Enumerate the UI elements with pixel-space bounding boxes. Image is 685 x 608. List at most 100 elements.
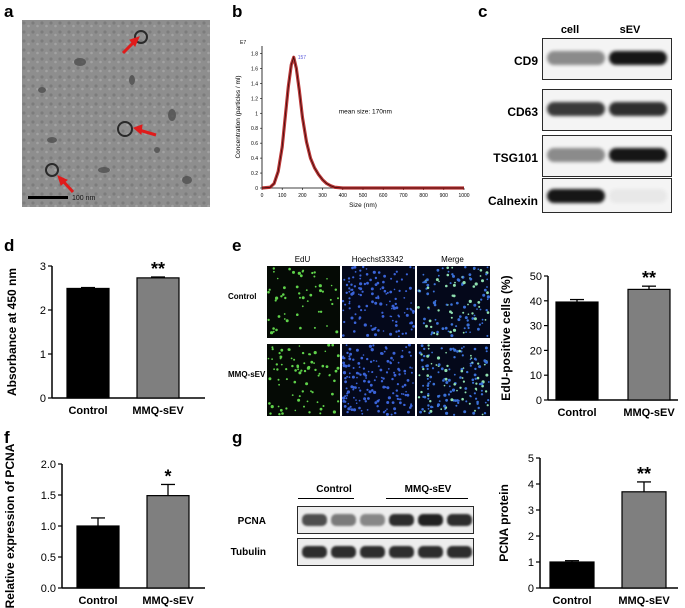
panel-label-c: c bbox=[478, 2, 488, 21]
cell-nucleus bbox=[468, 402, 471, 405]
cell-nucleus bbox=[282, 293, 285, 296]
cell-nucleus bbox=[446, 364, 449, 368]
cell-nucleus bbox=[473, 392, 476, 395]
significance-marker: ** bbox=[637, 464, 651, 484]
cell-nucleus bbox=[350, 316, 354, 320]
cell-nucleus bbox=[422, 322, 425, 325]
red-arrow-icon bbox=[133, 124, 157, 137]
cell-nucleus bbox=[321, 364, 325, 368]
cell-nucleus bbox=[476, 308, 478, 310]
cell-nucleus bbox=[450, 334, 454, 338]
cell-nucleus bbox=[445, 284, 448, 288]
cell-nucleus bbox=[403, 369, 407, 373]
cell-nucleus bbox=[357, 362, 361, 365]
cell-nucleus bbox=[301, 351, 305, 355]
cell-nucleus bbox=[318, 372, 321, 375]
cell-nucleus bbox=[347, 277, 351, 280]
fluorescence-cells bbox=[341, 343, 414, 416]
cell-nucleus bbox=[466, 370, 469, 374]
cell-nucleus bbox=[462, 281, 466, 285]
size-distribution-mean-line bbox=[261, 55, 464, 189]
cell-nucleus bbox=[426, 283, 430, 287]
cell-nucleus bbox=[404, 393, 407, 397]
fluorescence-cells bbox=[341, 265, 415, 338]
cell-nucleus bbox=[462, 331, 465, 334]
tem-image: 100 nm bbox=[22, 20, 210, 207]
cell-nucleus bbox=[456, 350, 459, 353]
y-axis-label: Concentration (particles / ml) bbox=[235, 75, 242, 158]
x-tick-label: 0 bbox=[261, 193, 264, 199]
cell-nucleus bbox=[404, 372, 406, 375]
blot-band bbox=[547, 51, 605, 65]
cell-nucleus bbox=[477, 301, 481, 304]
cell-nucleus bbox=[384, 409, 387, 412]
cell-nucleus bbox=[299, 296, 301, 299]
cell-nucleus bbox=[449, 282, 452, 285]
cell-nucleus bbox=[359, 389, 362, 392]
cell-nucleus bbox=[430, 325, 433, 329]
cell-nucleus bbox=[322, 405, 325, 407]
cell-nucleus bbox=[280, 348, 284, 352]
cell-nucleus bbox=[420, 358, 424, 362]
cell-nucleus bbox=[394, 324, 398, 327]
cell-nucleus bbox=[308, 353, 311, 356]
cell-nucleus bbox=[360, 409, 363, 412]
cell-nucleus bbox=[271, 348, 274, 351]
blot-band bbox=[609, 148, 667, 162]
cell-nucleus bbox=[466, 319, 469, 322]
cell-nucleus bbox=[464, 316, 468, 320]
cell-nucleus bbox=[301, 390, 304, 393]
cell-nucleus bbox=[348, 300, 351, 303]
cell-nucleus bbox=[283, 318, 286, 320]
cell-nucleus bbox=[450, 316, 453, 319]
cell-nucleus bbox=[288, 267, 291, 271]
cell-nucleus bbox=[397, 361, 400, 364]
cell-nucleus bbox=[462, 380, 465, 383]
cell-nucleus bbox=[386, 401, 390, 404]
cell-nucleus bbox=[484, 401, 487, 404]
cell-nucleus bbox=[370, 287, 374, 291]
cell-nucleus bbox=[306, 366, 310, 370]
y-tick-label: 1.0 bbox=[41, 521, 56, 533]
cell-nucleus bbox=[398, 289, 401, 292]
cell-nucleus bbox=[477, 268, 480, 270]
cell-nucleus bbox=[455, 404, 458, 407]
cell-nucleus bbox=[370, 325, 372, 327]
cell-nucleus bbox=[427, 344, 430, 347]
cell-nucleus bbox=[358, 293, 360, 296]
cell-nucleus bbox=[365, 273, 369, 276]
cell-nucleus bbox=[321, 290, 324, 293]
cell-nucleus bbox=[301, 270, 304, 273]
cell-nucleus bbox=[437, 371, 440, 374]
cell-nucleus bbox=[283, 313, 286, 315]
cell-nucleus bbox=[426, 278, 429, 282]
cell-nucleus bbox=[468, 299, 472, 303]
cell-nucleus bbox=[395, 306, 399, 310]
cell-nucleus bbox=[471, 378, 475, 382]
cell-nucleus bbox=[410, 321, 414, 325]
y-axis-label: Absorbance at 450 nm bbox=[5, 268, 19, 396]
cell-nucleus bbox=[275, 363, 278, 366]
cell-nucleus bbox=[346, 351, 349, 355]
significance-marker: ** bbox=[151, 259, 165, 279]
cell-nucleus bbox=[405, 290, 408, 293]
cell-nucleus bbox=[412, 312, 415, 314]
cell-nucleus bbox=[291, 364, 294, 368]
bar bbox=[627, 288, 671, 401]
cell-nucleus bbox=[301, 296, 305, 300]
cell-nucleus bbox=[363, 323, 367, 327]
cell-nucleus bbox=[402, 393, 405, 395]
cell-nucleus bbox=[487, 381, 490, 383]
cell-nucleus bbox=[377, 271, 381, 274]
cell-nucleus bbox=[423, 354, 426, 358]
cell-nucleus bbox=[481, 318, 484, 321]
blot-band bbox=[609, 51, 667, 65]
cell-nucleus bbox=[449, 310, 452, 314]
y-tick-label: 40 bbox=[530, 296, 542, 308]
blot-c-row-label: Calnexin bbox=[487, 194, 538, 208]
cell-nucleus bbox=[331, 343, 334, 347]
cell-nucleus bbox=[394, 302, 397, 306]
blot-band bbox=[360, 514, 385, 526]
x-tick-label: MMQ-sEV bbox=[618, 595, 670, 607]
cell-nucleus bbox=[465, 400, 468, 403]
